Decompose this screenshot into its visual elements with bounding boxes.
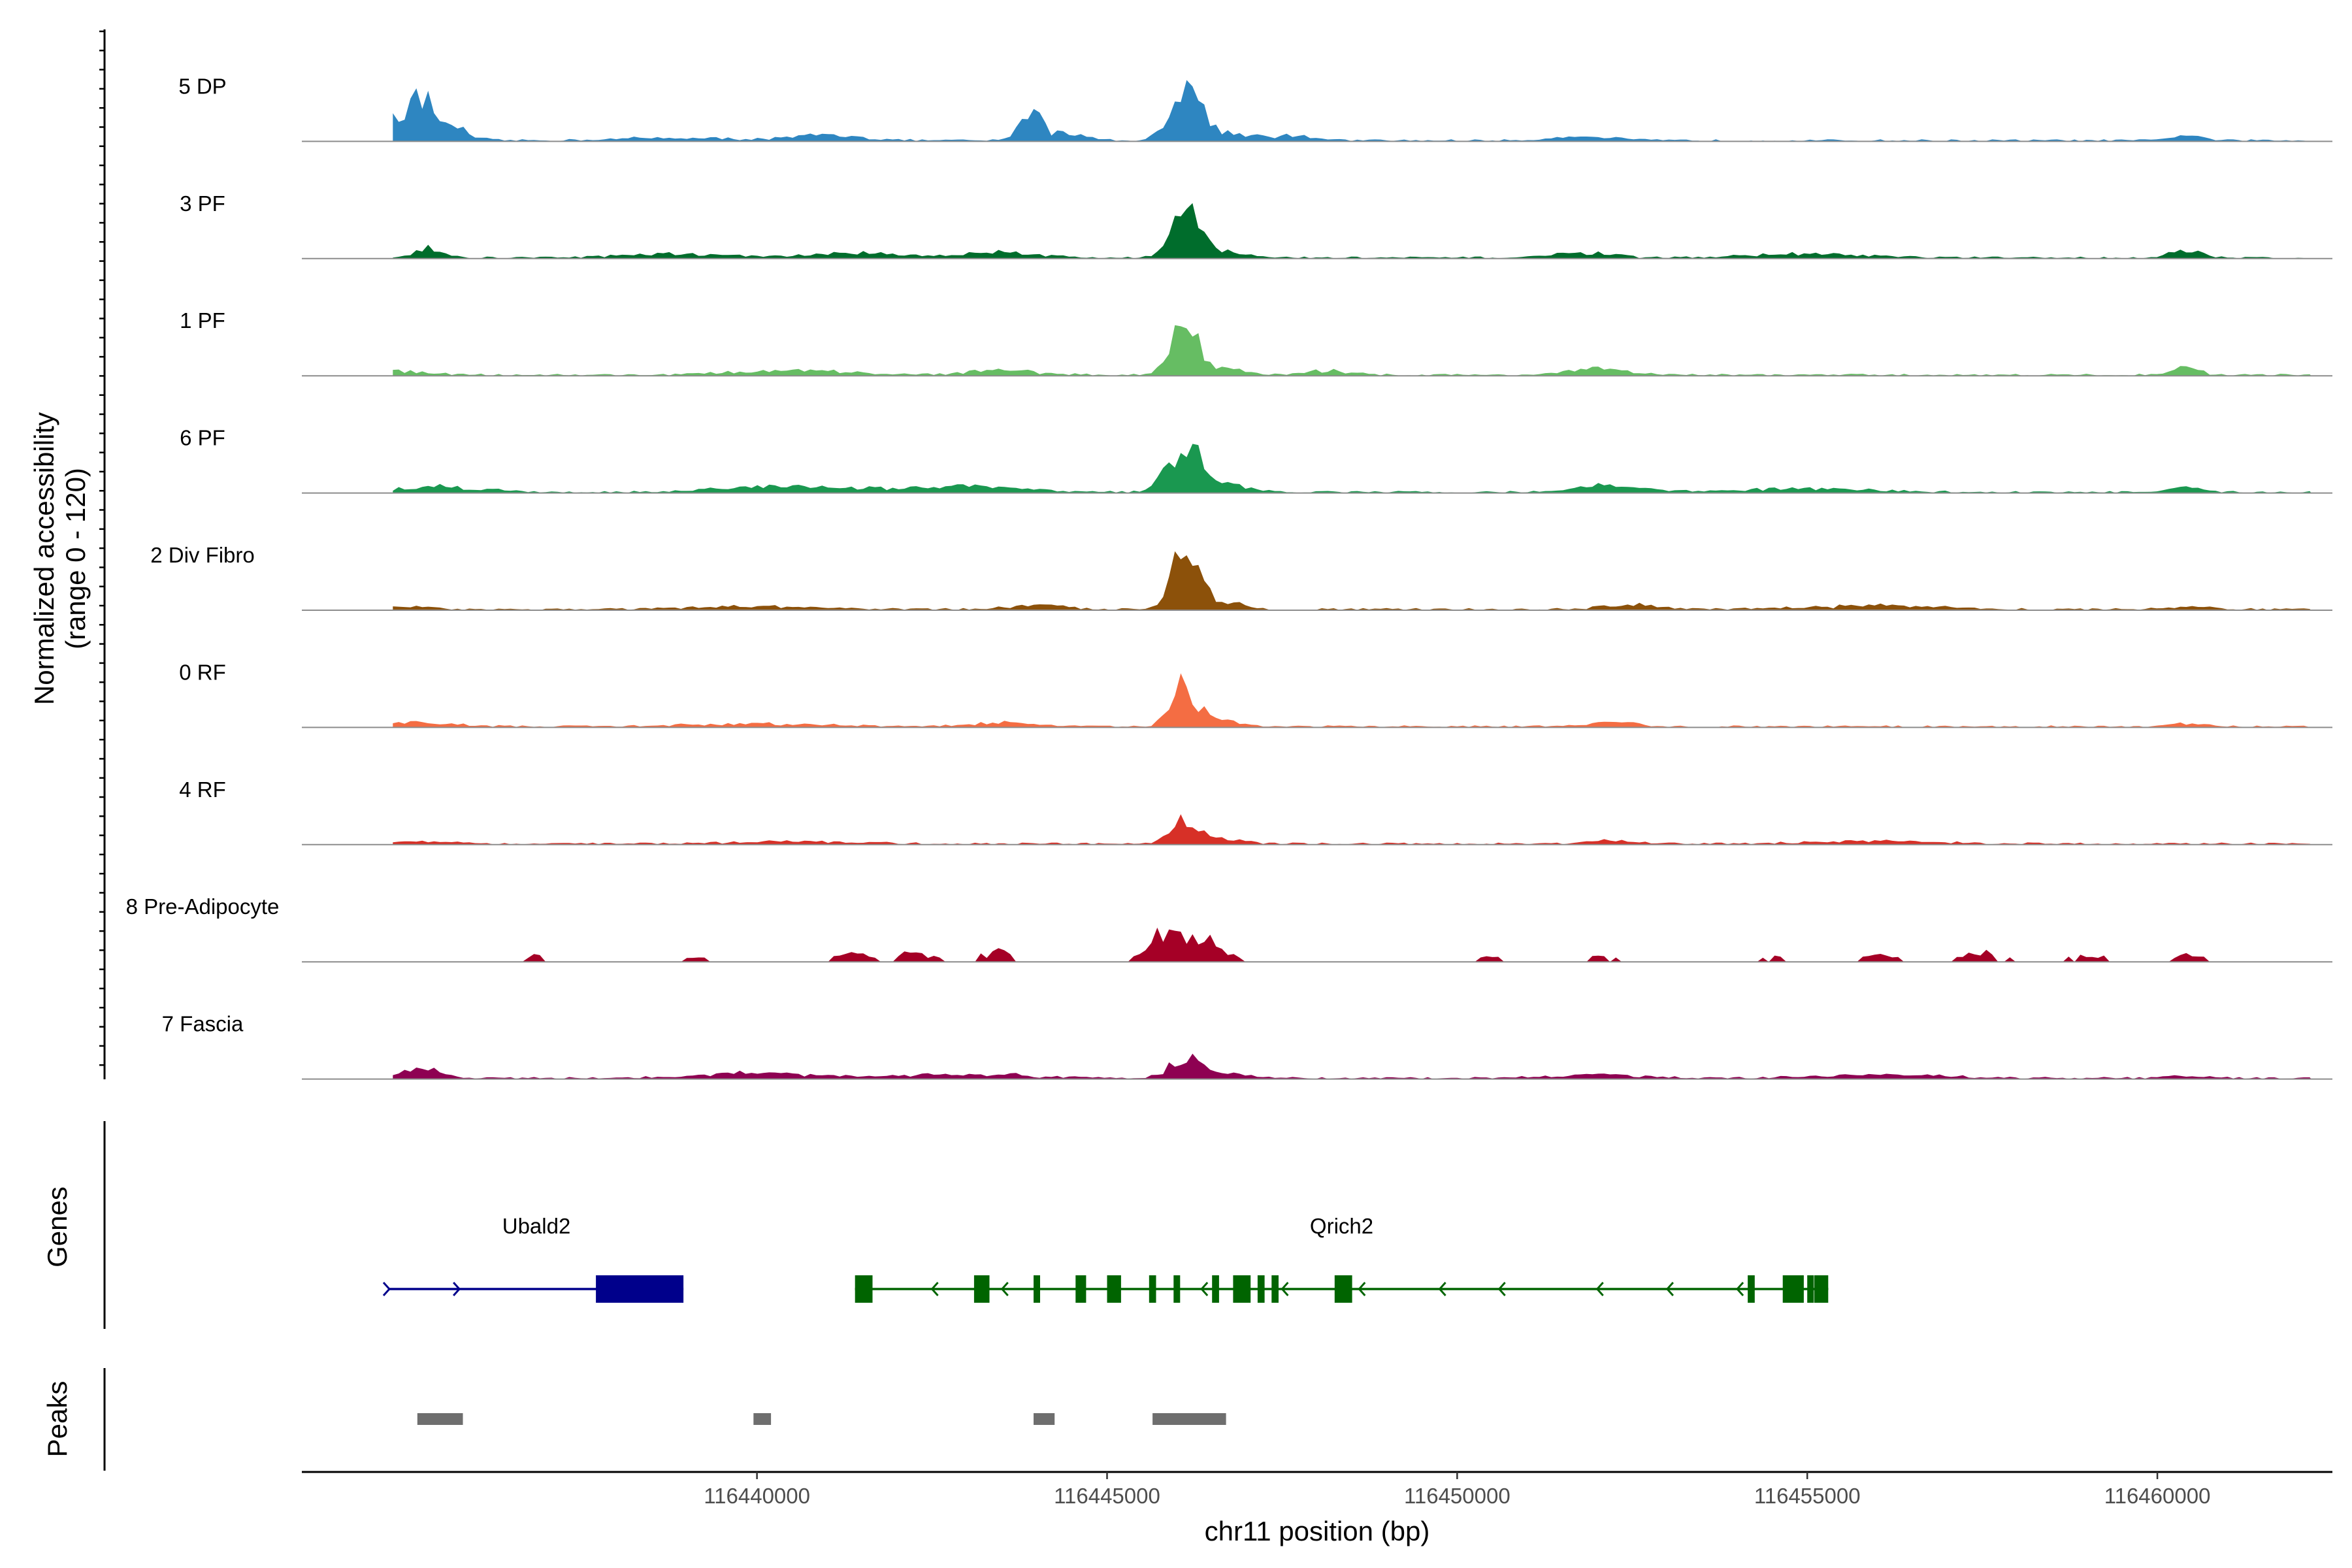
track-group: 5 DP: [178, 74, 2332, 142]
track-label: 7 Fascia: [162, 1012, 244, 1036]
gene-exon: [1233, 1275, 1251, 1303]
peak-region: [1152, 1413, 1226, 1425]
gene-exon: [1271, 1275, 1279, 1303]
gene-model: Qrich2: [855, 1214, 1829, 1303]
track-label: 0 RF: [179, 660, 226, 684]
peak-region: [753, 1413, 772, 1425]
track-label: 1 PF: [180, 308, 225, 333]
track-group: 7 Fascia: [162, 1012, 2332, 1080]
track-label: 2 Div Fibro: [150, 543, 255, 567]
coverage-area: [393, 1053, 2311, 1079]
genes-panel-title: Genes: [42, 1186, 73, 1267]
x-tick-label: 116455000: [1754, 1484, 1861, 1508]
track-group: 3 PF: [180, 191, 2332, 259]
coverage-area: [393, 80, 2311, 142]
track-group: 2 Div Fibro: [150, 543, 2332, 611]
gene-strand-arrow: [382, 1281, 391, 1297]
gene-exon: [973, 1275, 990, 1303]
y-axis-title-line1: Normalized accessibility: [29, 412, 59, 705]
gene-exon: [1034, 1275, 1040, 1303]
y-axis-title-line2: (range 0 - 120): [60, 468, 91, 649]
genes-panel: Ubald2 Qrich2: [382, 1214, 1829, 1303]
coverage-area: [393, 444, 2311, 493]
peak-region: [417, 1413, 463, 1425]
gene-exon: [1814, 1275, 1829, 1303]
gene-strand-arrow: [1281, 1281, 1289, 1297]
track-label: 4 RF: [179, 777, 226, 802]
gene-strand-arrow: [1000, 1281, 1009, 1297]
gene-model: Ubald2: [382, 1214, 684, 1303]
gene-label: Qrich2: [1310, 1214, 1373, 1238]
gene-exon: [1212, 1275, 1219, 1303]
gene-label: Ubald2: [502, 1214, 571, 1238]
gene-exon: [1173, 1275, 1181, 1303]
x-tick-label: 116445000: [1054, 1484, 1160, 1508]
track-label: 3 PF: [180, 191, 225, 216]
coverage-area: [393, 814, 2311, 845]
x-axis: 116440000 116445000 116450000 116455000 1164…: [302, 1471, 2332, 1508]
track-group: 6 PF: [180, 426, 2332, 494]
track-label: 6 PF: [180, 426, 225, 450]
peak-region: [1034, 1413, 1055, 1425]
gene-exon: [1807, 1275, 1814, 1303]
gene-exon: [1257, 1275, 1265, 1303]
gene-exon: [1075, 1275, 1086, 1303]
gene-exon: [1334, 1275, 1352, 1303]
coverage-area: [393, 203, 2311, 259]
coverage-area: [393, 673, 2311, 728]
track-group: 4 RF: [179, 777, 2332, 845]
gene-strand-arrow: [1200, 1281, 1209, 1297]
x-tick-label: 116450000: [1404, 1484, 1511, 1508]
track-group: 0 RF: [179, 660, 2332, 728]
coverage-area: [393, 551, 2311, 610]
gene-strand-arrow: [1438, 1281, 1446, 1297]
x-axis-title: chr11 position (bp): [1205, 1516, 1430, 1546]
coverage-tracks: 5 DP 3 PF 1 PF 6 PF 2 Div Fibro 0 RF 4 RF 8 Pre…: [126, 74, 2332, 1080]
gene-exon: [1748, 1275, 1755, 1303]
track-label: 5 DP: [178, 74, 226, 98]
gene-strand-arrow: [1497, 1281, 1506, 1297]
gene-strand-arrow: [453, 1281, 461, 1297]
peaks-panel: [417, 1413, 1226, 1425]
gene-strand-arrow: [1665, 1281, 1674, 1297]
gene-strand-arrow: [930, 1281, 939, 1297]
track-group: 8 Pre-Adipocyte: [126, 894, 2332, 963]
coverage-area: [393, 927, 2311, 962]
x-tick-label: 116460000: [2104, 1484, 2211, 1508]
x-tick-label: 116440000: [704, 1484, 810, 1508]
gene-strand-arrow: [1595, 1281, 1604, 1297]
left-axis-group: [99, 29, 106, 1471]
peaks-panel-title: Peaks: [42, 1381, 73, 1458]
track-label: 8 Pre-Adipocyte: [126, 894, 280, 919]
gene-strand-arrow: [1358, 1281, 1366, 1297]
gene-exon: [1149, 1275, 1156, 1303]
gene-exon: [596, 1275, 684, 1303]
coverage-area: [393, 325, 2311, 376]
gene-strand-arrow: [1736, 1281, 1744, 1297]
gene-exon: [1107, 1275, 1121, 1303]
gene-exon: [855, 1275, 873, 1303]
gene-exon: [1782, 1275, 1804, 1303]
track-group: 1 PF: [180, 308, 2332, 377]
